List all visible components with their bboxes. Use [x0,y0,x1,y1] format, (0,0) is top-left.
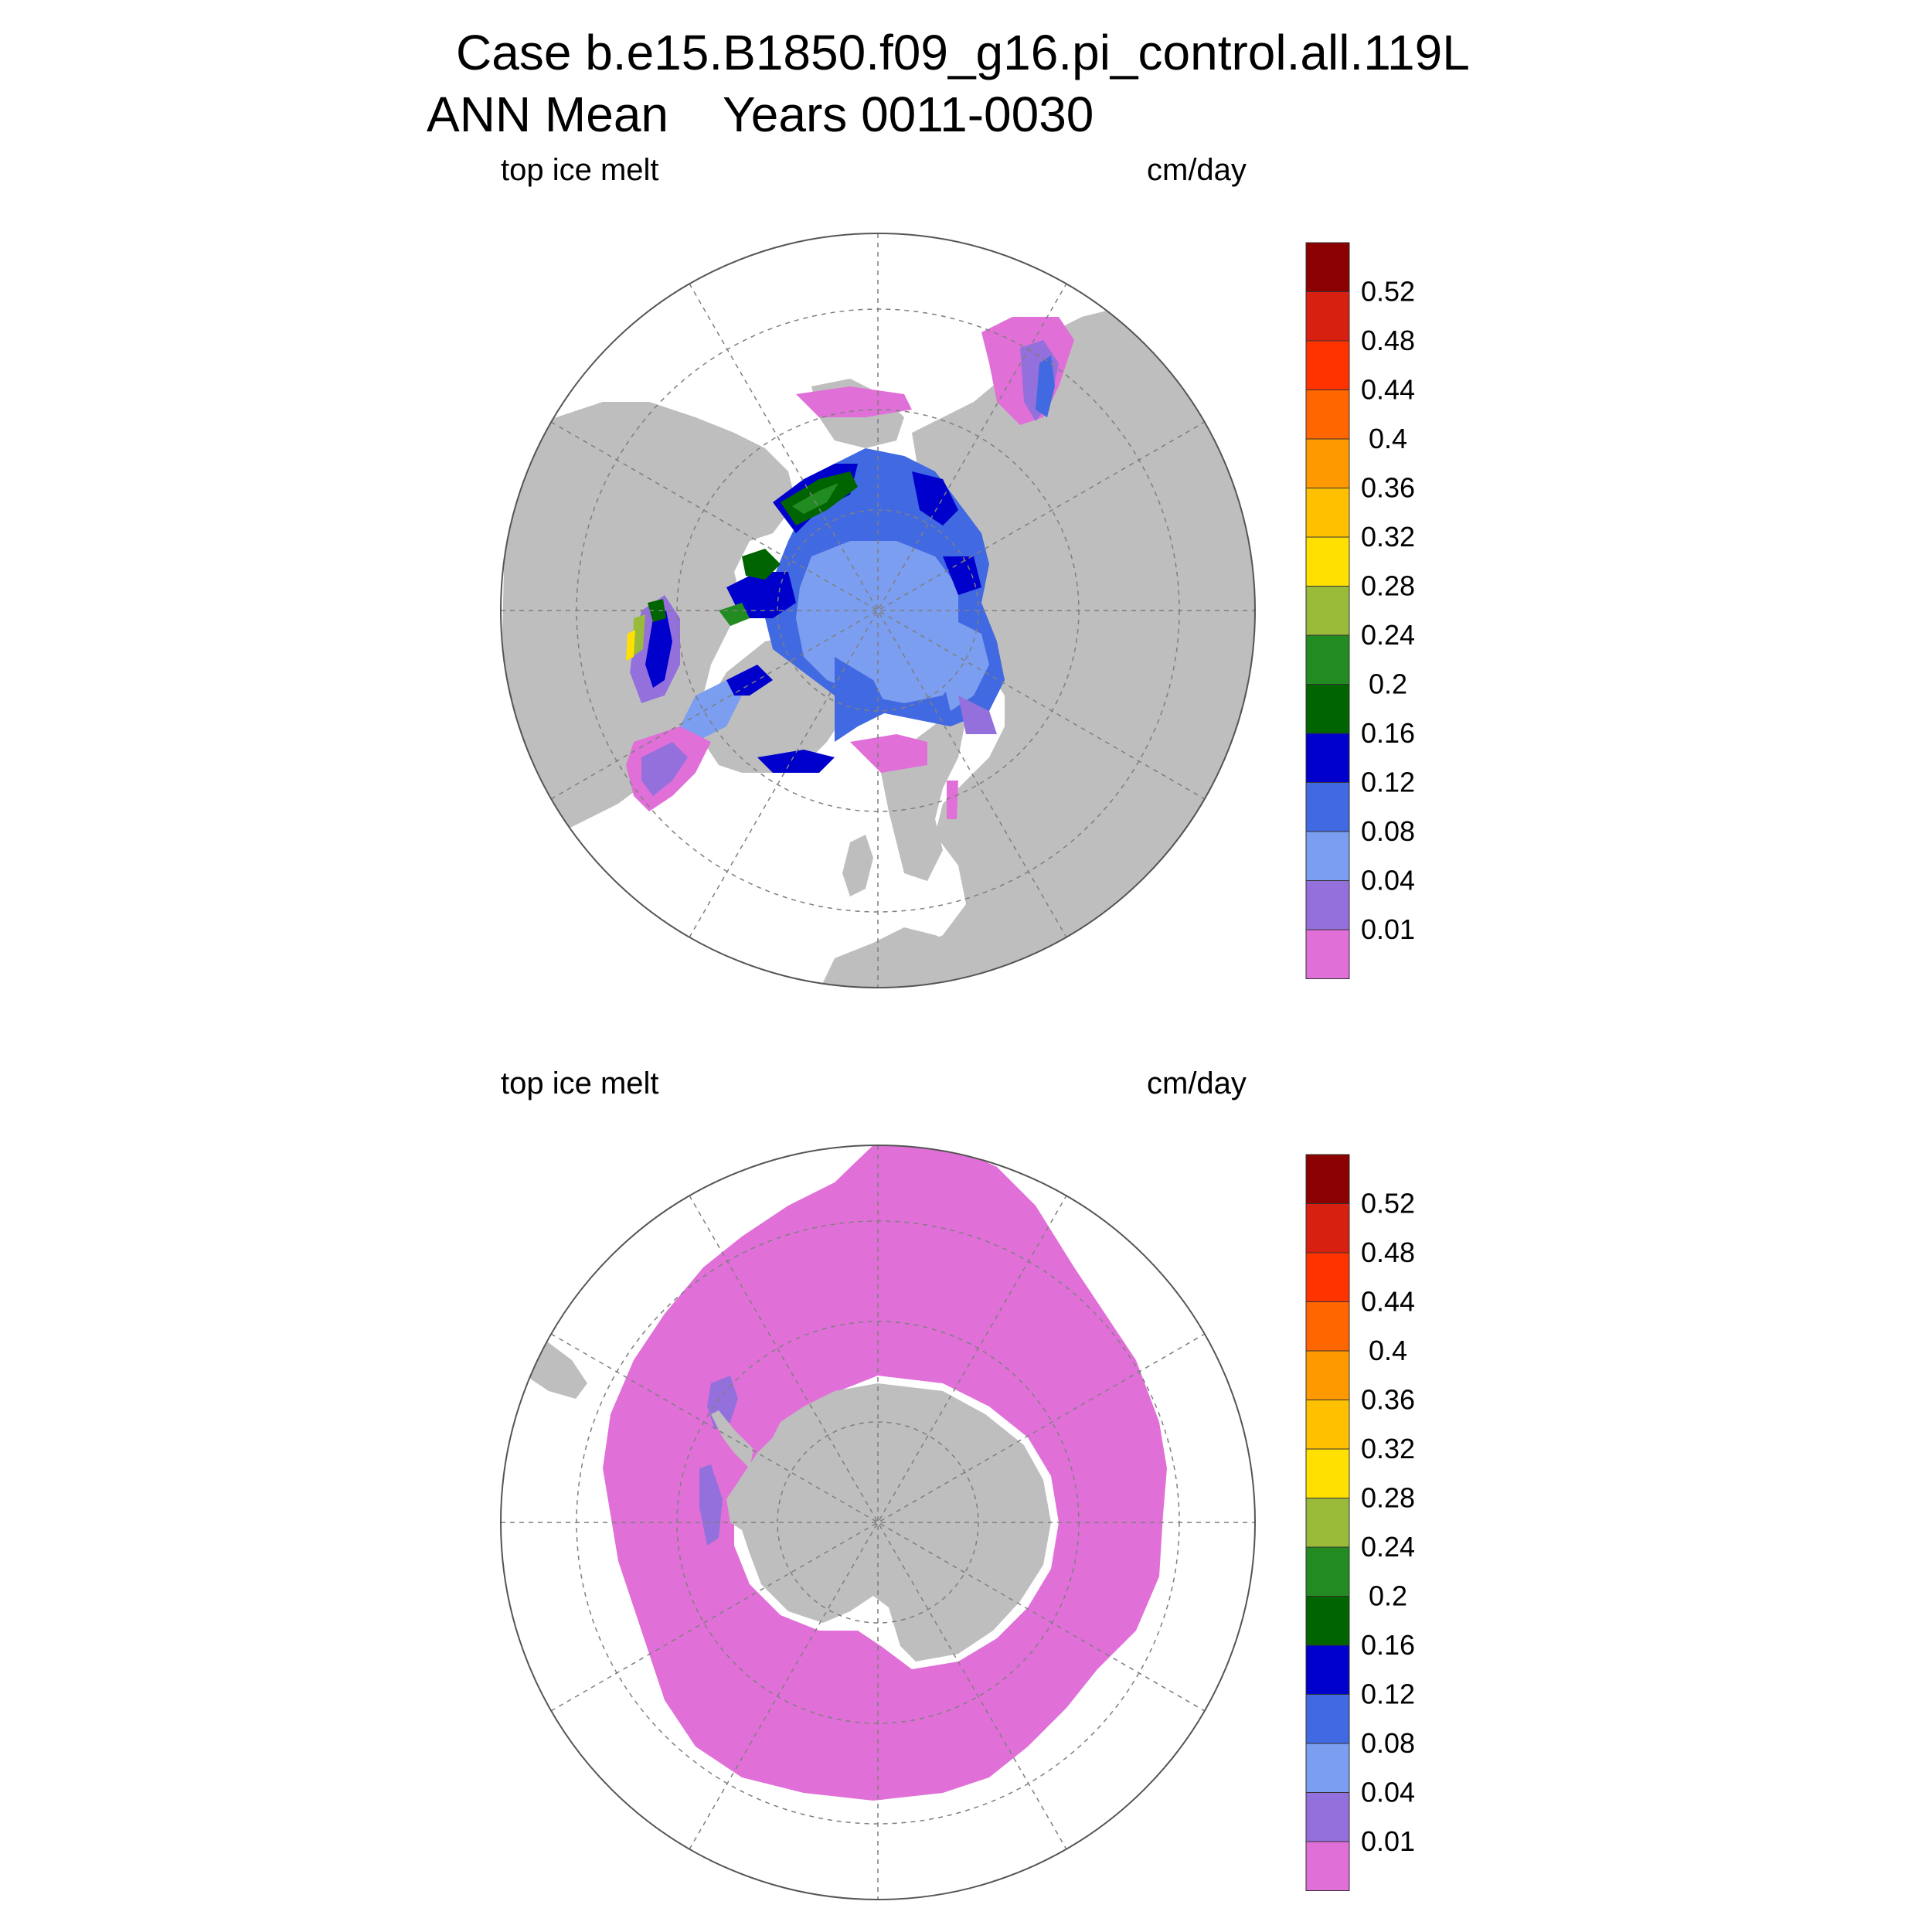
north-colorbar-label: 0.24 [1361,619,1415,651]
north-colorbar-swatch [1305,389,1350,440]
north-colorbar-label: 0.48 [1361,325,1415,356]
north-colorbar-label: 0.01 [1361,913,1415,945]
south-colorbar-swatch [1305,1743,1350,1793]
north-colorbar-label: 0.04 [1361,865,1415,896]
north-colorbar-swatch [1305,242,1350,292]
north-colorbar-swatch [1305,340,1350,390]
north-sea-ice-melt-field [626,317,1074,819]
south-polar-map [500,1145,1256,1900]
north-colorbar-label: 0.4 [1369,423,1407,454]
north-graticule [501,233,1255,988]
eurasia-landmass [881,294,1255,988]
north-colorbar-swatch [1305,880,1350,930]
figure-title-period: ANN Mean Years 0011-0030 [427,87,1094,142]
north-colorbar-swatch [1305,488,1350,538]
south-colorbar-label: 0.4 [1369,1335,1407,1366]
north-colorbar-label: 0.36 [1361,472,1415,504]
south-colorbar-swatch [1305,1203,1350,1253]
antarctica [726,1383,1051,1662]
south-colorbar-label: 0.28 [1361,1482,1415,1514]
north-colorbar-label: 0.52 [1361,276,1415,308]
south-colorbar-swatch [1305,1498,1350,1548]
south-colorbar-swatch [1305,1448,1350,1498]
south-colorbar-label: 0.08 [1361,1727,1415,1759]
north-panel-units-label: cm/day [1147,153,1247,187]
south-colorbar-swatch [1305,1301,1350,1352]
south-graticule [501,1145,1255,1900]
south-sea-ice-melt-ring [603,1145,1167,1801]
antarctic-peninsula [711,1410,753,1468]
south-colorbar-label: 0.48 [1361,1236,1415,1268]
south-colorbar-label: 0.16 [1361,1629,1415,1661]
north-colorbar-label: 0.16 [1361,717,1415,749]
north-colorbar-swatch [1305,438,1350,488]
north-colorbar-label: 0.2 [1369,668,1407,700]
south-colorbar-label: 0.12 [1361,1679,1415,1710]
north-colorbar: 0.01 0.04 0.08 0.12 0.16 0.2 0.24 0.28 0.32 0.36 0… [1305,242,1415,979]
british-isles [842,835,873,896]
south-colorbar-label: 0.04 [1361,1777,1415,1808]
north-colorbar-label: 0.32 [1361,521,1415,553]
south-panel-variable-label: top ice melt [501,1066,659,1100]
south-colorbar-label: 0.24 [1361,1531,1415,1563]
north-colorbar-label: 0.12 [1361,767,1415,798]
south-panel-units-label: cm/day [1147,1066,1247,1100]
north-colorbar-swatch [1305,929,1350,979]
south-map-border [500,1145,1256,1900]
north-colorbar-label: 0.44 [1361,374,1415,406]
south-colorbar-label: 0.2 [1369,1580,1407,1612]
south-colorbar-swatch [1305,1252,1350,1302]
south-colorbar-swatch [1305,1645,1350,1695]
south-colorbar-swatch [1305,1694,1350,1744]
north-colorbar-label: 0.08 [1361,815,1415,847]
south-colorbar-label: 0.52 [1361,1188,1415,1219]
north-colorbar-swatch [1305,831,1350,881]
north-colorbar-swatch [1305,782,1350,832]
figure-title-case: Case b.e15.B1850.f09_g16.pi_control.all.… [456,25,1470,80]
north-colorbar-swatch [1305,536,1350,587]
north-polar-map [500,233,1256,988]
north-map-border [500,233,1256,988]
south-colorbar-swatch [1305,1350,1350,1400]
south-colorbar: 0.01 0.04 0.08 0.12 0.16 0.2 0.24 0.28 0.32 0.36 0… [1305,1154,1415,1891]
north-colorbar-label: 0.28 [1361,570,1415,602]
south-colorbar-swatch [1305,1596,1350,1646]
north-colorbar-swatch [1305,684,1350,734]
south-colorbar-swatch [1305,1400,1350,1450]
south-colorbar-label: 0.32 [1361,1433,1415,1464]
north-colorbar-swatch [1305,586,1350,636]
south-colorbar-label: 0.44 [1361,1286,1415,1318]
north-colorbar-swatch [1305,634,1350,685]
south-colorbar-label: 0.36 [1361,1384,1415,1416]
north-panel-variable-label: top ice melt [501,153,659,187]
south-colorbar-label: 0.01 [1361,1825,1415,1857]
north-colorbar-swatch [1305,733,1350,783]
south-colorbar-swatch [1305,1546,1350,1597]
south-colorbar-swatch [1305,1792,1350,1842]
north-colorbar-swatch [1305,291,1350,342]
south-colorbar-swatch [1305,1841,1350,1891]
south-colorbar-swatch [1305,1154,1350,1204]
